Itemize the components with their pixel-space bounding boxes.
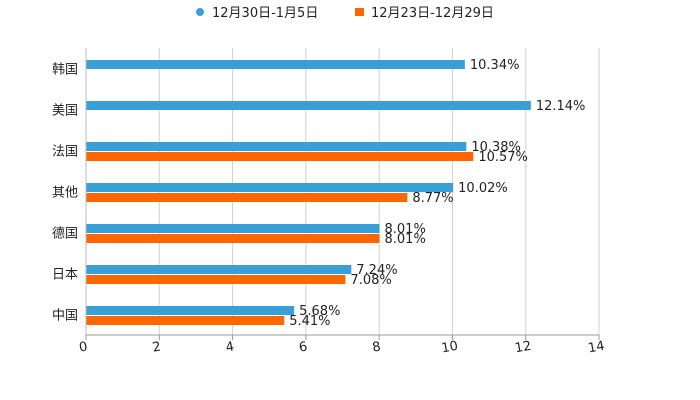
bar xyxy=(86,275,346,284)
data-label: 10.02% xyxy=(458,181,508,196)
x-tick-label: 12 xyxy=(514,339,533,357)
x-tick-label: 6 xyxy=(298,339,309,355)
bar xyxy=(86,183,454,192)
data-label: 5.41% xyxy=(289,314,330,329)
y-category-label: 法国 xyxy=(52,145,78,160)
data-label: 8.01% xyxy=(385,232,426,247)
x-tick-label: 4 xyxy=(225,339,236,355)
bar xyxy=(86,265,352,274)
data-label: 10.57% xyxy=(478,150,528,165)
y-category-label: 中国 xyxy=(52,309,78,324)
data-label: 7.08% xyxy=(350,273,391,288)
legend-marker xyxy=(196,8,204,16)
x-tick-label: 8 xyxy=(371,339,382,355)
bar xyxy=(86,193,408,202)
data-label: 7.24% xyxy=(356,263,397,278)
legend-label: 12月30日-1月5日 xyxy=(212,6,318,21)
x-tick-label: 2 xyxy=(151,339,162,355)
data-label: 5.68% xyxy=(299,304,340,319)
data-label: 8.77% xyxy=(412,191,453,206)
y-category-label: 日本 xyxy=(52,268,78,283)
x-tick-label: 0 xyxy=(78,339,89,355)
bar xyxy=(86,234,380,243)
y-category-label: 韩国 xyxy=(52,63,78,78)
x-tick-label: 14 xyxy=(587,339,606,357)
y-category-label: 美国 xyxy=(52,104,78,119)
bars-layer: 10.34% 12.14% 10.38%10.57% 10.02% 8.77% 8.01%… xyxy=(86,58,585,329)
legend-label: 12月23日-12月29日 xyxy=(371,6,494,21)
bar xyxy=(86,316,285,325)
data-label: 10.34% xyxy=(470,58,520,73)
legend: 12月30日-1月5日 12月23日-12月29日 xyxy=(196,6,494,21)
bar xyxy=(86,152,474,161)
bar xyxy=(86,224,380,233)
y-category-label: 德国 xyxy=(52,227,78,242)
bar xyxy=(86,142,467,151)
bar xyxy=(86,306,295,315)
legend-marker xyxy=(355,8,364,16)
data-label: 8.01% xyxy=(385,222,426,237)
bar xyxy=(86,101,531,110)
data-label: 10.38% xyxy=(471,140,521,155)
x-tick-label: 10 xyxy=(440,339,459,357)
bar xyxy=(86,60,465,69)
y-category-label: 其他 xyxy=(52,186,78,201)
data-label: 12.14% xyxy=(536,99,586,114)
